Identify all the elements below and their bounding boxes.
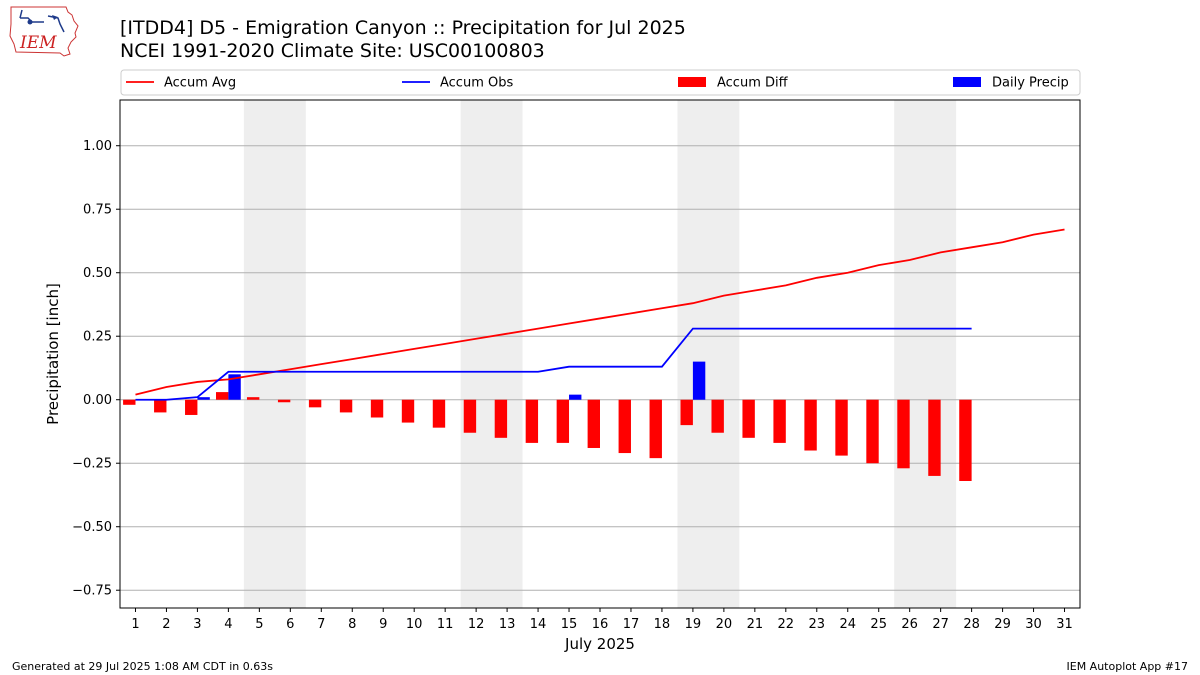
x-tick-label-22: 22 xyxy=(778,617,795,632)
footer-generated: Generated at 29 Jul 2025 1:08 AM CDT in … xyxy=(12,660,273,673)
diff-bar-day-13 xyxy=(494,399,508,438)
diff-bar-day-25 xyxy=(866,399,879,464)
accum-avg-line xyxy=(135,228,1065,396)
x-tick-label-14: 14 xyxy=(530,617,547,632)
weekend-shade-4 xyxy=(894,100,957,608)
daily-bar-day-15 xyxy=(569,394,582,400)
diff-bar-day-1 xyxy=(123,399,136,405)
diff-bar-day-28 xyxy=(959,399,972,481)
daily-bar-day-4 xyxy=(228,374,241,400)
x-tick-label-29: 29 xyxy=(994,617,1011,632)
diff-bar-day-26 xyxy=(897,399,910,469)
chart-title: [ITDD4] D5 - Emigration Canyon :: Precip… xyxy=(120,17,686,39)
legend-label-accum-diff: Accum Diff xyxy=(717,76,789,91)
diff-bar-day-14 xyxy=(525,399,539,443)
x-tick-label-28: 28 xyxy=(963,617,980,632)
x-tick-label-25: 25 xyxy=(870,617,887,632)
daily-bar-day-19 xyxy=(692,361,706,400)
weekend-shade-1 xyxy=(243,100,306,608)
diff-bar-day-21 xyxy=(742,399,755,438)
y-tick-label-3: 0.00 xyxy=(83,393,112,408)
diff-bar-day-6 xyxy=(277,399,291,403)
x-tick-label-3: 3 xyxy=(193,617,201,632)
x-tick-label-13: 13 xyxy=(499,617,516,632)
x-tick-label-24: 24 xyxy=(839,617,856,632)
legend-label-daily-precip: Daily Precip xyxy=(992,76,1069,91)
logo-text: IEM xyxy=(19,33,57,53)
x-tick-label-15: 15 xyxy=(561,617,578,632)
legend-swatch-accum-diff xyxy=(678,77,706,87)
diff-bar-day-11 xyxy=(432,399,446,428)
diff-bar-day-24 xyxy=(835,399,848,456)
y-tick-label-4: 0.25 xyxy=(83,330,112,345)
diff-bar-day-19 xyxy=(680,399,693,426)
x-tick-label-1: 1 xyxy=(131,617,139,632)
y-tick-label-6: 0.75 xyxy=(83,203,112,218)
legend-swatch-daily-precip xyxy=(953,77,981,87)
diff-bar-day-8 xyxy=(339,399,353,413)
x-tick-label-30: 30 xyxy=(1025,617,1042,632)
legend-box xyxy=(120,69,1081,96)
x-tick-label-21: 21 xyxy=(747,617,764,632)
diff-bar-day-20 xyxy=(711,399,724,433)
diff-bar-day-17 xyxy=(618,399,631,454)
x-tick-label-20: 20 xyxy=(716,617,733,632)
x-tick-label-12: 12 xyxy=(468,617,485,632)
y-axis-label: Precipitation [inch] xyxy=(44,283,62,425)
chart-subtitle: NCEI 1991-2020 Climate Site: USC00100803 xyxy=(120,40,545,62)
x-tick-label-19: 19 xyxy=(685,617,702,632)
diff-bar-day-7 xyxy=(308,399,322,408)
diff-bar-day-27 xyxy=(928,399,941,476)
y-tick-label-2: −0.25 xyxy=(72,457,112,472)
diff-bar-day-12 xyxy=(463,399,477,433)
diff-bar-day-18 xyxy=(649,399,662,459)
y-tick-label-5: 0.50 xyxy=(83,266,112,281)
x-tick-label-4: 4 xyxy=(224,617,232,632)
x-tick-label-8: 8 xyxy=(348,617,356,632)
diff-bar-day-22 xyxy=(773,399,786,443)
y-tick-label-7: 1.00 xyxy=(83,139,112,154)
diff-bar-day-10 xyxy=(401,399,415,423)
x-tick-label-18: 18 xyxy=(654,617,671,632)
x-tick-label-2: 2 xyxy=(162,617,170,632)
diff-bar-day-2 xyxy=(154,399,167,413)
x-tick-label-9: 9 xyxy=(379,617,387,632)
x-tick-label-26: 26 xyxy=(901,617,918,632)
legend-label-accum-avg: Accum Avg xyxy=(164,76,236,91)
x-tick-label-17: 17 xyxy=(623,617,640,632)
x-tick-label-7: 7 xyxy=(317,617,325,632)
x-axis-label: July 2025 xyxy=(564,635,635,653)
iem-logo-icon: IEM xyxy=(9,6,79,57)
x-tick-label-5: 5 xyxy=(255,617,263,632)
footer-app-id: IEM Autoplot App #17 xyxy=(1066,660,1189,673)
legend-label-accum-obs: Accum Obs xyxy=(440,76,513,91)
x-tick-label-23: 23 xyxy=(809,617,826,632)
diff-bar-day-23 xyxy=(804,399,817,451)
daily-bar-day-3 xyxy=(197,397,210,400)
x-tick-label-11: 11 xyxy=(437,617,454,632)
y-tick-label-0: −0.75 xyxy=(72,584,112,599)
diff-bar-day-9 xyxy=(370,399,384,418)
accum-obs-line xyxy=(135,327,972,401)
diff-bar-day-3 xyxy=(185,399,198,415)
diff-bar-day-15 xyxy=(556,399,570,443)
weekend-shade-3 xyxy=(677,100,740,608)
diff-bar-day-16 xyxy=(587,399,600,448)
x-tick-label-16: 16 xyxy=(592,617,609,632)
x-tick-label-31: 31 xyxy=(1056,617,1073,632)
diff-bar-day-5 xyxy=(246,397,260,400)
x-tick-label-27: 27 xyxy=(932,617,949,632)
diff-bar-day-4 xyxy=(216,392,229,400)
x-tick-label-10: 10 xyxy=(406,617,423,632)
y-tick-label-1: −0.50 xyxy=(72,520,112,535)
x-tick-label-6: 6 xyxy=(286,617,294,632)
weekend-shade-2 xyxy=(460,100,523,608)
